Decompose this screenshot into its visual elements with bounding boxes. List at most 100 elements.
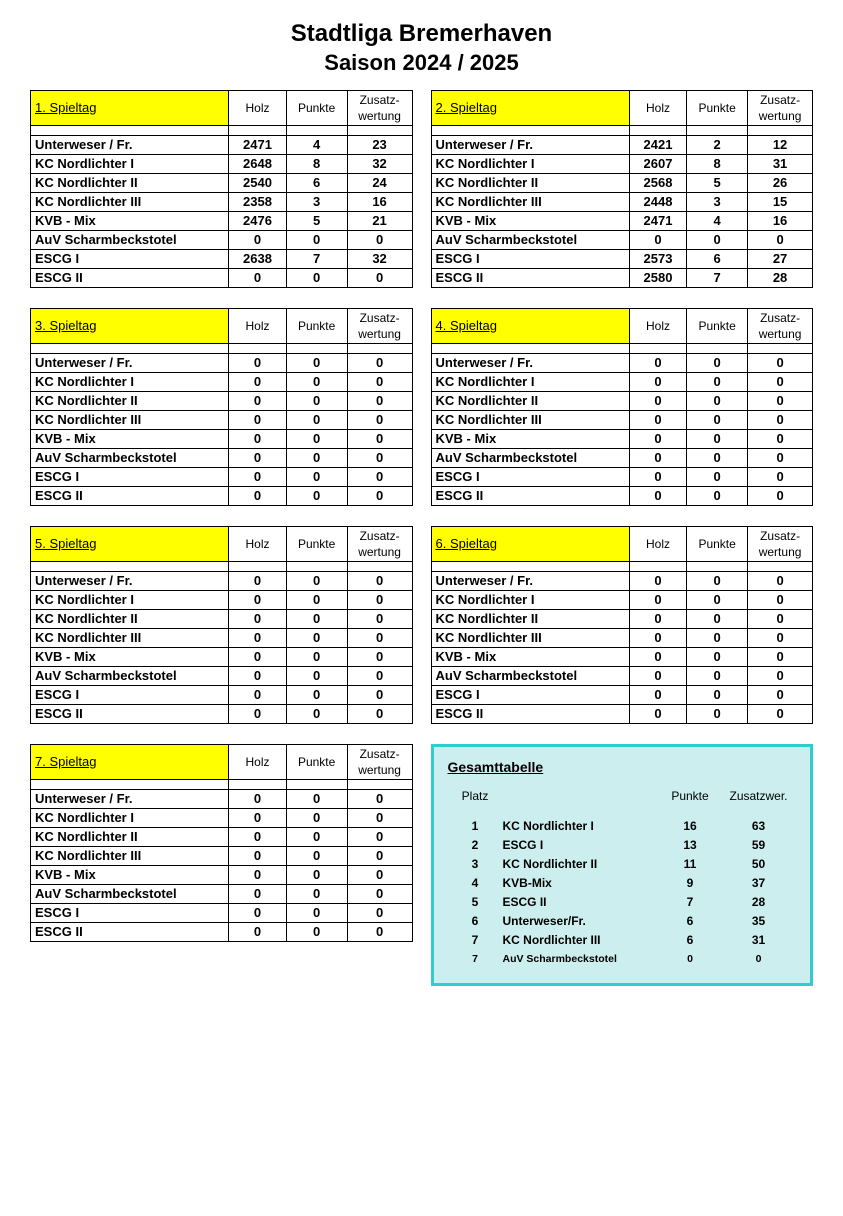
gesamt-cell-team: KC Nordlichter I [503,817,660,836]
cell-punkte: 0 [687,449,748,468]
cell-holz: 0 [229,487,286,506]
cell-punkte: 7 [687,269,748,288]
table-row: KVB - Mix2476521 [31,212,413,231]
table-row: ESCG I000 [31,904,413,923]
cell-zw: 23 [347,136,412,155]
table-row: KC Nordlichter I2607831 [431,155,813,174]
col-header-zusatz: Zusatz-wertung [347,91,412,126]
cell-punkte: 0 [286,923,347,942]
cell-holz: 2638 [229,250,286,269]
cell-holz: 0 [229,904,286,923]
cell-holz: 0 [229,790,286,809]
team-name: KC Nordlichter I [431,155,629,174]
cell-holz: 2607 [629,155,686,174]
cell-zw: 0 [748,610,813,629]
cell-holz: 0 [229,373,286,392]
team-name: KC Nordlichter II [431,610,629,629]
team-name: KC Nordlichter III [31,411,229,430]
cell-punkte: 2 [687,136,748,155]
gesamt-header-zw: Zusatzwer. [721,789,796,803]
cell-punkte: 0 [286,231,347,250]
cell-punkte: 0 [286,468,347,487]
table-row: ESCG I000 [31,468,413,487]
cell-punkte: 0 [286,487,347,506]
col-header-holz: Holz [629,527,686,562]
cell-zw: 0 [748,487,813,506]
table-row: ESCG I2573627 [431,250,813,269]
cell-zw: 0 [748,686,813,705]
col-header-zusatz: Zusatz-wertung [347,309,412,344]
table-row: Unterweser / Fr.000 [431,354,813,373]
cell-holz: 0 [229,866,286,885]
cell-holz: 2540 [229,174,286,193]
team-name: KC Nordlichter III [431,629,629,648]
table-row: KVB - Mix2471416 [431,212,813,231]
cell-holz: 0 [629,610,686,629]
cell-zw: 0 [347,828,412,847]
gesamt-cell-punkte: 11 [659,855,721,874]
cell-zw: 0 [347,809,412,828]
cell-punkte: 0 [687,487,748,506]
cell-zw: 0 [748,572,813,591]
spieltag-label: 1. Spieltag [31,91,229,126]
cell-punkte: 0 [286,790,347,809]
cell-punkte: 0 [687,705,748,724]
table-row: ESCG I000 [31,686,413,705]
gesamt-cell-punkte: 9 [659,874,721,893]
col-header-punkte: Punkte [687,91,748,126]
gesamt-cell-platz: 2 [448,836,503,855]
page-subtitle: Saison 2024 / 2025 [30,50,813,76]
team-name: ESCG II [431,487,629,506]
cell-punkte: 4 [286,136,347,155]
table-row: ESCG II000 [31,487,413,506]
table-row: AuV Scharmbeckstotel000 [431,231,813,250]
cell-punkte: 3 [687,193,748,212]
gesamt-cell-team: KVB-Mix [503,874,660,893]
gesamt-cell-punkte: 16 [659,817,721,836]
cell-punkte: 3 [286,193,347,212]
team-name: KVB - Mix [31,648,229,667]
gesamt-header-punkte: Punkte [659,789,721,803]
table-row: KC Nordlichter II2568526 [431,174,813,193]
gesamt-cell-zw: 50 [721,855,796,874]
cell-punkte: 0 [687,572,748,591]
team-name: AuV Scharmbeckstotel [31,449,229,468]
table-row: ESCG II000 [431,705,813,724]
table-row: KC Nordlichter II000 [431,392,813,411]
table-row: Unterweser / Fr.2421212 [431,136,813,155]
cell-zw: 0 [748,449,813,468]
cell-holz: 0 [629,411,686,430]
team-name: KC Nordlichter I [31,373,229,392]
gesamt-cell-platz: 1 [448,817,503,836]
team-name: ESCG I [31,250,229,269]
cell-punkte: 0 [687,468,748,487]
team-name: AuV Scharmbeckstotel [431,231,629,250]
cell-zw: 16 [347,193,412,212]
cell-punkte: 0 [687,373,748,392]
cell-punkte: 8 [286,155,347,174]
cell-punkte: 0 [286,847,347,866]
table-row: ESCG II000 [31,705,413,724]
gesamt-row: 2ESCG I1359 [448,836,797,855]
cell-zw: 0 [748,354,813,373]
cell-holz: 0 [629,487,686,506]
spieltag-label: 3. Spieltag [31,309,229,344]
team-name: Unterweser / Fr. [431,572,629,591]
cell-zw: 0 [748,705,813,724]
team-name: Unterweser / Fr. [431,354,629,373]
table-row: KVB - Mix000 [31,866,413,885]
team-name: Unterweser / Fr. [31,572,229,591]
cell-zw: 27 [748,250,813,269]
cell-punkte: 7 [286,250,347,269]
spieltag-label: 4. Spieltag [431,309,629,344]
cell-zw: 0 [347,572,412,591]
col-header-zusatz: Zusatz-wertung [347,527,412,562]
cell-holz: 0 [229,828,286,847]
team-name: AuV Scharmbeckstotel [31,231,229,250]
cell-holz: 2421 [629,136,686,155]
team-name: KVB - Mix [31,866,229,885]
cell-zw: 0 [748,468,813,487]
gesamt-header-platz: Platz [448,789,503,803]
cell-holz: 0 [629,705,686,724]
gesamt-row: 3KC Nordlichter II1150 [448,855,797,874]
